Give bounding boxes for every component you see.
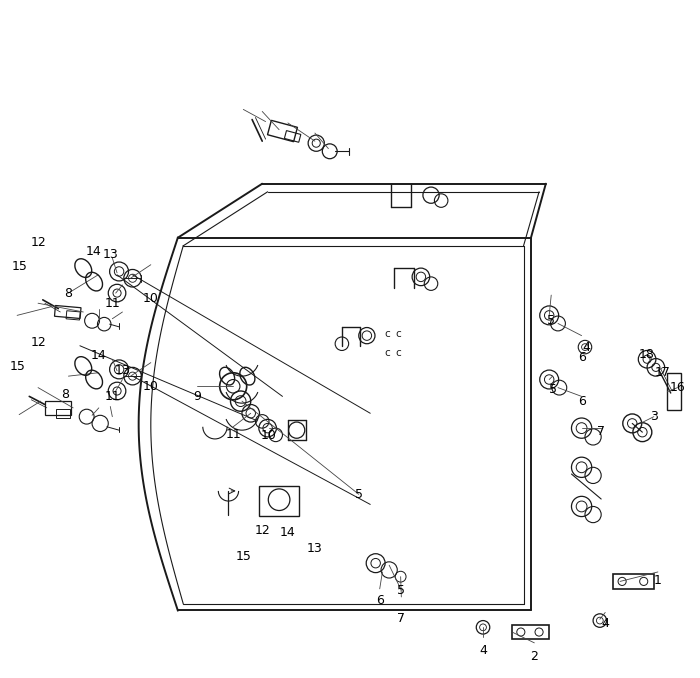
Text: 15: 15 bbox=[235, 550, 251, 563]
Text: 4: 4 bbox=[601, 618, 609, 631]
Text: 11: 11 bbox=[225, 428, 241, 441]
Text: 14: 14 bbox=[280, 526, 296, 539]
Text: 8: 8 bbox=[61, 388, 69, 401]
Text: 12: 12 bbox=[30, 236, 46, 249]
Text: 16: 16 bbox=[670, 381, 685, 394]
Text: 10: 10 bbox=[143, 292, 159, 305]
Text: 2: 2 bbox=[531, 650, 538, 663]
Text: 3: 3 bbox=[650, 410, 658, 423]
Text: c: c bbox=[395, 329, 402, 338]
Text: 10: 10 bbox=[143, 380, 159, 393]
Text: 1: 1 bbox=[654, 574, 662, 587]
Text: 14: 14 bbox=[91, 349, 106, 362]
Text: 17: 17 bbox=[654, 366, 671, 379]
Text: 8: 8 bbox=[64, 287, 72, 300]
Text: 12: 12 bbox=[30, 336, 46, 349]
Text: 4: 4 bbox=[582, 340, 590, 354]
Text: 6: 6 bbox=[376, 594, 384, 607]
Bar bbox=[667, 373, 681, 410]
Text: 4: 4 bbox=[479, 645, 487, 658]
Text: c: c bbox=[384, 329, 390, 338]
Text: 14: 14 bbox=[85, 245, 101, 258]
Text: 15: 15 bbox=[9, 359, 25, 372]
Text: 6: 6 bbox=[578, 395, 585, 407]
Text: 9: 9 bbox=[193, 390, 201, 403]
Text: 11: 11 bbox=[104, 390, 120, 403]
Text: 11: 11 bbox=[104, 298, 120, 311]
Text: 18: 18 bbox=[639, 348, 655, 361]
Text: 5: 5 bbox=[549, 383, 557, 396]
Circle shape bbox=[618, 578, 626, 586]
Circle shape bbox=[640, 578, 648, 586]
Text: 13: 13 bbox=[102, 248, 118, 261]
Bar bbox=[512, 624, 550, 639]
Text: 5: 5 bbox=[547, 314, 555, 327]
Text: c: c bbox=[384, 348, 390, 357]
Text: 13: 13 bbox=[115, 364, 130, 377]
Text: 5: 5 bbox=[398, 584, 405, 597]
Bar bbox=[613, 574, 654, 589]
Text: c: c bbox=[395, 348, 402, 357]
Text: 6: 6 bbox=[578, 351, 585, 364]
Text: 13: 13 bbox=[307, 542, 323, 555]
Bar bbox=[259, 485, 300, 516]
Text: 7: 7 bbox=[398, 612, 405, 625]
Text: 7: 7 bbox=[597, 425, 606, 438]
Text: 5: 5 bbox=[355, 487, 363, 501]
Text: 15: 15 bbox=[11, 260, 27, 273]
Text: 12: 12 bbox=[254, 524, 270, 537]
Text: 10: 10 bbox=[261, 429, 277, 442]
